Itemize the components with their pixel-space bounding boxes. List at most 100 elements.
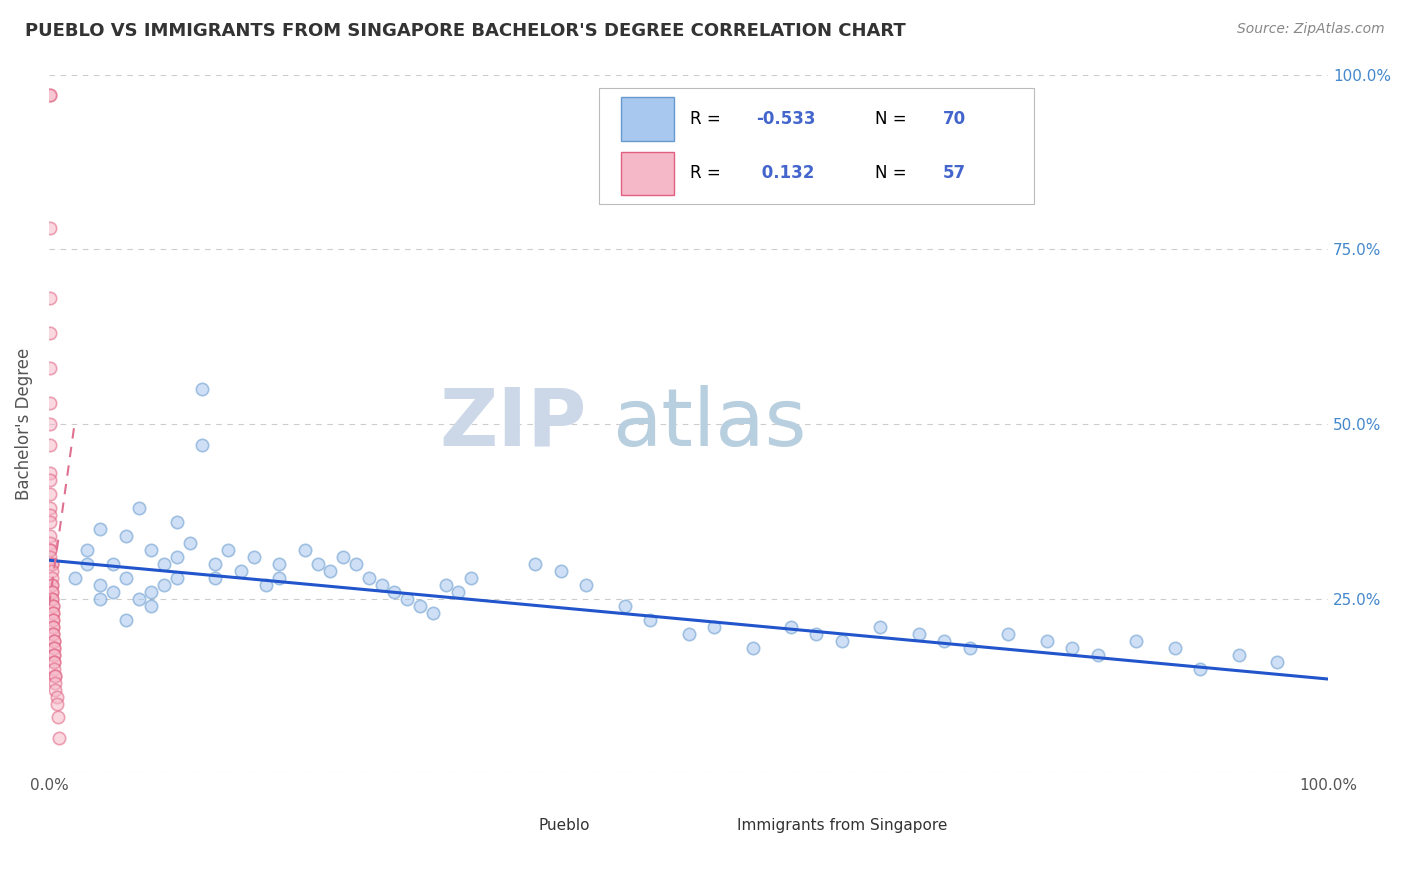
Text: N =: N =	[876, 164, 912, 182]
Point	[382, 584, 405, 599]
Point	[114, 571, 136, 585]
Point	[42, 606, 65, 620]
Point	[42, 626, 65, 640]
Point	[39, 396, 62, 410]
Point	[44, 682, 66, 697]
Point	[1035, 633, 1057, 648]
Point	[1125, 633, 1147, 648]
Point	[179, 535, 201, 549]
Text: Source: ZipAtlas.com: Source: ZipAtlas.com	[1237, 22, 1385, 37]
Point	[41, 571, 63, 585]
Text: ZIP: ZIP	[439, 385, 586, 463]
Text: Pueblo: Pueblo	[538, 818, 591, 833]
Point	[370, 577, 392, 591]
Point	[997, 626, 1019, 640]
Point	[638, 613, 661, 627]
Point	[41, 584, 63, 599]
Point	[41, 591, 63, 606]
Point	[41, 577, 63, 591]
Point	[39, 515, 62, 529]
Point	[703, 619, 725, 633]
Point	[41, 557, 63, 571]
Point	[254, 577, 277, 591]
Point	[166, 571, 188, 585]
Point	[357, 571, 380, 585]
Point	[319, 564, 342, 578]
Point	[42, 662, 65, 676]
Point	[39, 473, 62, 487]
Text: 70: 70	[943, 110, 966, 128]
Point	[204, 571, 226, 585]
Point	[907, 626, 929, 640]
Point	[39, 542, 62, 557]
Point	[153, 557, 176, 571]
Point	[48, 731, 70, 746]
Text: 57: 57	[943, 164, 966, 182]
Point	[128, 500, 150, 515]
Point	[45, 697, 67, 711]
Point	[41, 591, 63, 606]
Point	[39, 500, 62, 515]
Point	[550, 564, 572, 578]
Point	[39, 221, 62, 235]
Point	[242, 549, 264, 564]
Point	[39, 438, 62, 452]
Point	[42, 599, 65, 613]
Point	[869, 619, 891, 633]
Point	[1189, 662, 1212, 676]
Point	[166, 549, 188, 564]
Point	[89, 577, 111, 591]
Point	[63, 571, 86, 585]
Point	[39, 487, 62, 501]
Point	[42, 633, 65, 648]
Point	[831, 633, 853, 648]
Point	[42, 606, 65, 620]
Point	[409, 599, 432, 613]
Point	[39, 466, 62, 480]
Text: R =: R =	[690, 164, 725, 182]
Text: R =: R =	[690, 110, 725, 128]
Point	[42, 648, 65, 662]
Point	[114, 529, 136, 543]
Point	[294, 542, 316, 557]
Point	[678, 626, 700, 640]
Y-axis label: Bachelor's Degree: Bachelor's Degree	[15, 348, 32, 500]
Point	[42, 599, 65, 613]
Point	[39, 326, 62, 340]
Point	[42, 613, 65, 627]
Point	[191, 438, 214, 452]
Text: Immigrants from Singapore: Immigrants from Singapore	[737, 818, 948, 833]
Point	[42, 640, 65, 655]
Point	[396, 591, 419, 606]
Point	[45, 690, 67, 704]
Point	[44, 668, 66, 682]
Point	[39, 535, 62, 549]
Point	[959, 640, 981, 655]
Point	[229, 564, 252, 578]
Point	[806, 626, 828, 640]
Point	[1265, 655, 1288, 669]
Point	[42, 633, 65, 648]
Point	[39, 542, 62, 557]
Point	[89, 591, 111, 606]
Point	[42, 613, 65, 627]
Point	[1087, 648, 1109, 662]
FancyBboxPatch shape	[599, 88, 1033, 203]
Point	[89, 522, 111, 536]
Point	[42, 655, 65, 669]
Point	[1227, 648, 1250, 662]
Text: 0.132: 0.132	[756, 164, 814, 182]
Bar	[621, 97, 675, 141]
Point	[332, 549, 354, 564]
Point	[42, 619, 65, 633]
Point	[39, 291, 62, 305]
Point	[307, 557, 329, 571]
Circle shape	[499, 817, 533, 835]
Point	[780, 619, 803, 633]
Point	[269, 557, 291, 571]
Point	[41, 584, 63, 599]
Point	[524, 557, 547, 571]
Point	[613, 599, 636, 613]
Point	[204, 557, 226, 571]
Point	[44, 675, 66, 690]
